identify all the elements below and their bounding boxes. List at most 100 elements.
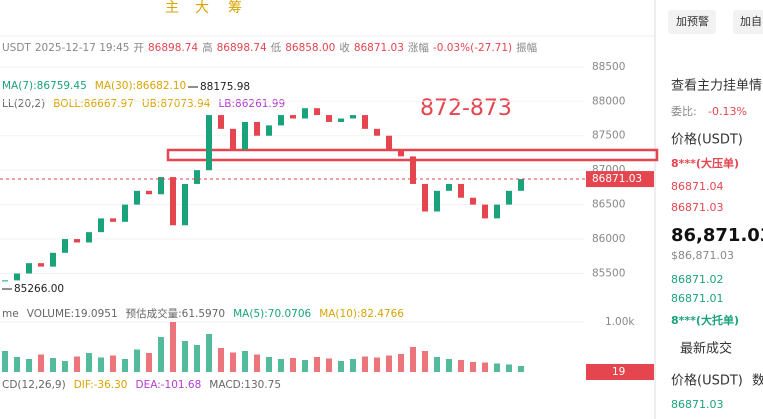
info-open-label: 开 [133, 42, 144, 54]
candle [182, 183, 188, 226]
indicator: DEA:-101.68 [135, 379, 201, 391]
volume-bar [518, 366, 524, 372]
candle [422, 183, 428, 212]
trades-header: 数 [752, 374, 763, 389]
volume-bar [182, 341, 188, 372]
info-symbol: USDT [2, 42, 31, 54]
y-tick-label: 86500 [592, 199, 625, 211]
indicator: CD(12,26,9) [2, 379, 66, 391]
last-price: 86,871.03 [671, 225, 763, 246]
volume-bar [362, 356, 368, 372]
candle [410, 156, 416, 184]
volume-bar [266, 357, 272, 372]
low-marker: 85266.00 [14, 283, 64, 295]
candle [2, 280, 8, 282]
ratio-label: 委比: [671, 105, 697, 118]
indicator: 预估成交量:61.5970 [126, 307, 225, 320]
candle [110, 218, 116, 222]
trades-header: 价格(USDT) [671, 373, 743, 389]
candle [374, 128, 380, 136]
y-tick-label: 86000 [592, 233, 625, 245]
y-tick-label: 88500 [592, 61, 625, 73]
candle [50, 252, 56, 267]
volume-bar [122, 359, 128, 372]
volume-bar [278, 359, 284, 372]
indicator: LB:86261.99 [218, 98, 285, 110]
candle [218, 115, 224, 129]
volume-bar [218, 348, 224, 372]
candle [506, 190, 512, 205]
info-low-label: 低 [271, 41, 282, 54]
candle [446, 183, 452, 191]
panel-title: 查看主力挂单情 [671, 78, 762, 94]
info-high: 86898.74 [217, 42, 267, 54]
alert-button-label: 加预警 [676, 14, 709, 28]
volume-bar [158, 337, 164, 372]
last-price-label: 86871.03 [592, 173, 642, 185]
candle [158, 177, 164, 195]
big-ask: 8***(大压单) [671, 156, 739, 170]
volume-bar [458, 360, 464, 372]
candle [470, 197, 476, 205]
alert-button[interactable] [668, 10, 716, 34]
volume-bar [50, 358, 56, 372]
last-usd: $86,871.03 [671, 249, 734, 262]
volume-bar [2, 351, 8, 372]
last-volume-tag [586, 364, 654, 380]
high-marker: 88175.98 [200, 81, 250, 93]
candle [206, 115, 212, 171]
info-close-label: 收 [339, 41, 350, 54]
info-low: 86858.00 [285, 42, 335, 54]
candle [338, 118, 344, 122]
volume-bar [26, 359, 32, 372]
info-time: 2025-12-17 19:45 [35, 42, 130, 54]
toolbar-button[interactable]: 主 [165, 0, 179, 16]
candle [302, 108, 308, 119]
candle [134, 190, 140, 205]
info-close: 86871.03 [354, 42, 404, 54]
add-button[interactable] [733, 10, 763, 34]
ask: 86871.04 [671, 180, 724, 193]
volume-bar [482, 362, 488, 372]
volume-bar [386, 355, 392, 372]
candle [26, 263, 32, 274]
volume-bar [470, 362, 476, 372]
volume-bar [254, 354, 260, 372]
volume-bar [290, 358, 296, 372]
volume-bar [194, 345, 200, 372]
indicator: LL(20,2) [2, 98, 45, 110]
trades-title: 最新成交 [680, 341, 732, 357]
indicator: MA(30):86682.10 [95, 80, 186, 92]
y-tick-label: 87500 [592, 130, 625, 142]
candle [38, 263, 44, 267]
info-change: -0.03%(-27.71) [433, 42, 512, 54]
volume-bar [338, 361, 344, 372]
trade-price: 86871.03 [671, 398, 724, 411]
indicator: MA(10):82.4766 [319, 308, 404, 320]
volume-bar [422, 351, 428, 372]
candle [86, 232, 92, 243]
volume-bar [14, 357, 20, 372]
volume-bar [38, 354, 44, 372]
indicator: UB:87073.94 [142, 98, 211, 110]
big-bid: 8***(大托单) [671, 313, 739, 327]
toolbar-button[interactable]: 筹 [228, 0, 242, 16]
vol-tick-label: 1.00k [605, 316, 635, 328]
info-change-label: 涨幅 [408, 41, 429, 54]
toolbar-button[interactable]: 大 [195, 0, 209, 16]
indicator: MA(7):86759.45 [2, 80, 87, 92]
info-high-label: 高 [202, 41, 213, 54]
candle [398, 149, 404, 157]
candle [266, 125, 272, 136]
last-volume-label: 19 [612, 366, 625, 378]
candle [458, 183, 464, 198]
volume-bar [230, 352, 236, 372]
bid: 86871.01 [671, 292, 724, 305]
last-price-tag [586, 171, 654, 188]
candle [434, 190, 440, 212]
volume-bar [506, 364, 512, 372]
volume-bar [326, 358, 332, 372]
candle [482, 204, 488, 219]
